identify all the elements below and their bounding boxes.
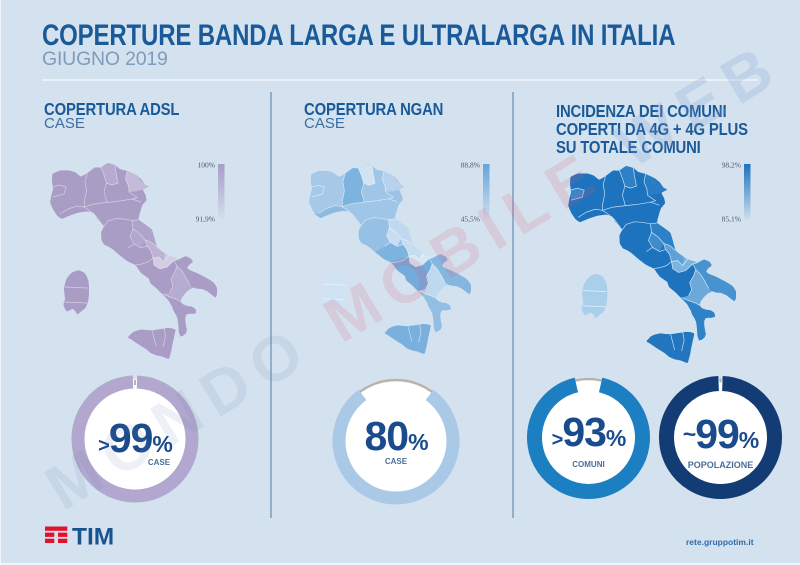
svg-text:85,1%: 85,1% [722, 215, 741, 224]
svg-text:45,5%: 45,5% [461, 215, 480, 224]
svg-text:100%: 100% [198, 161, 216, 170]
svg-text:TIM: TIM [72, 526, 114, 551]
svg-text:88,8%: 88,8% [461, 161, 480, 170]
svg-text:98,2%: 98,2% [722, 161, 741, 170]
svg-text:91,9%: 91,9% [196, 215, 215, 224]
